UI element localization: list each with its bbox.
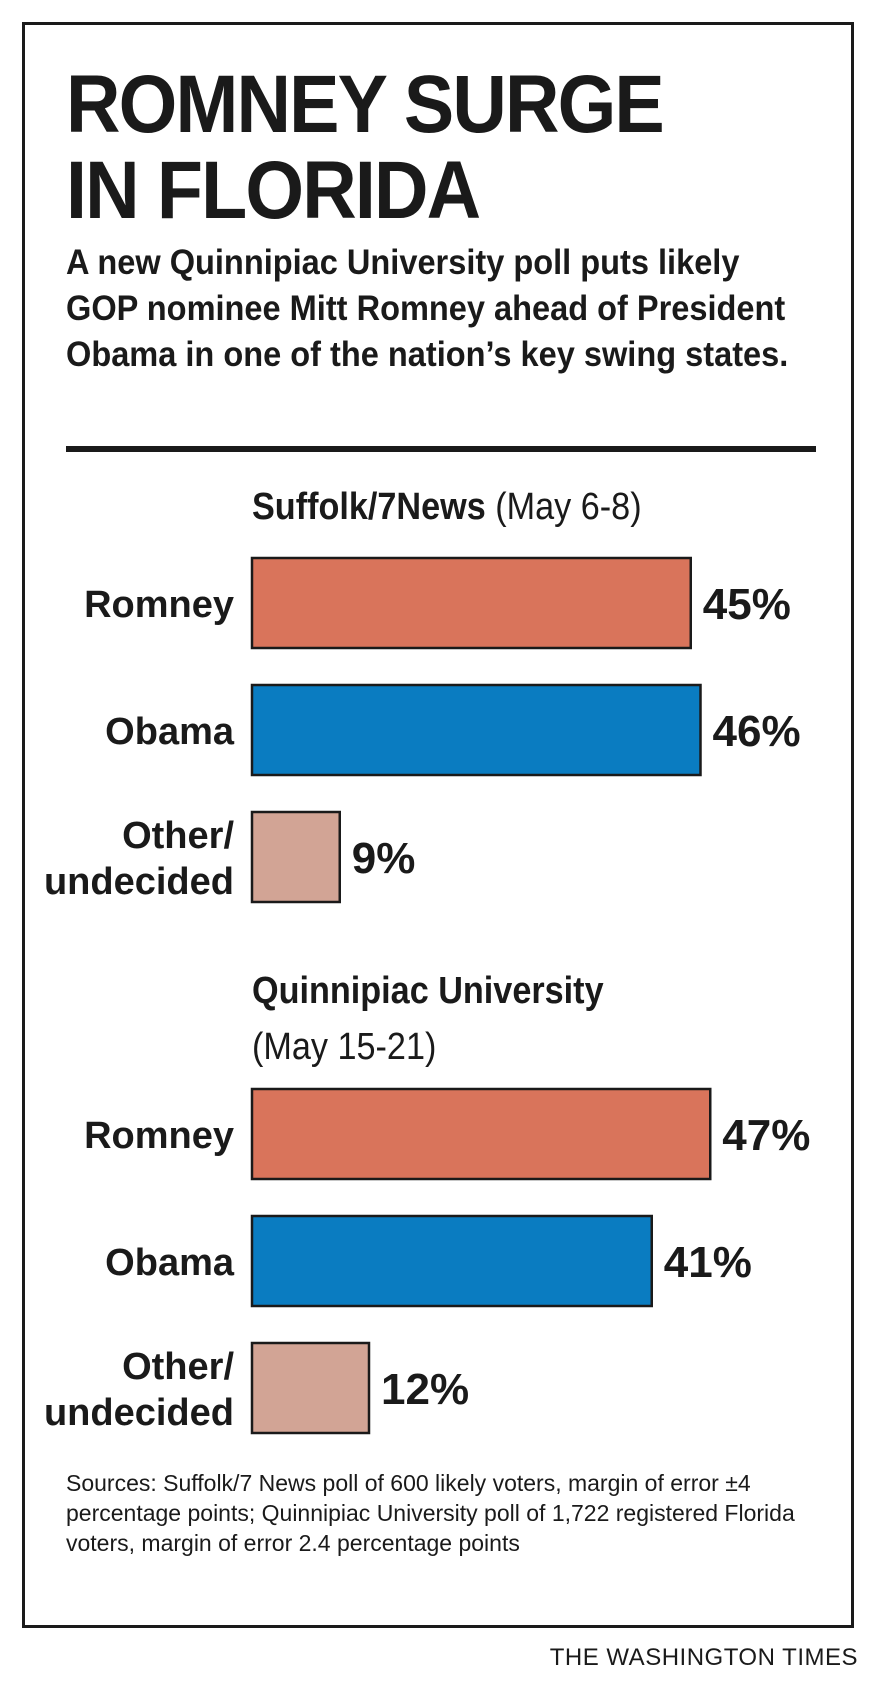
headline-line-2: IN FLORIDA <box>66 145 481 236</box>
subtitle: A new Quinnipiac University poll puts li… <box>66 243 789 374</box>
category-label-poll-2-other: Other/ <box>122 1346 234 1388</box>
sources-note: Sources: Suffolk/7 News poll of 600 like… <box>66 1470 795 1556</box>
category-label-poll-1-obama: Obama <box>105 711 235 753</box>
poll-2-date: (May 15-21) <box>252 1026 437 1068</box>
headline-line-1: ROMNEY SURGE <box>66 59 665 150</box>
value-label-poll-1-obama: 46% <box>713 707 801 756</box>
value-label-poll-1-other: 9% <box>352 834 416 883</box>
value-label-poll-1-romney: 45% <box>703 580 791 629</box>
value-label-poll-2-obama: 41% <box>664 1238 752 1287</box>
poll-2-title: Quinnipiac University <box>252 970 604 1012</box>
bar-poll-2-romney <box>250 1087 712 1181</box>
value-label-poll-2-other: 12% <box>381 1365 469 1414</box>
divider-rule <box>66 446 816 452</box>
graphic-frame <box>22 22 854 1628</box>
bar-poll-1-romney <box>250 556 692 650</box>
bar-poll-1-other <box>250 810 341 904</box>
headline: ROMNEY SURGE IN FLORIDA <box>66 62 765 234</box>
category-label-poll-2-romney: Romney <box>84 1115 234 1157</box>
publisher-credit: THE WASHINGTON TIMES <box>549 1644 858 1671</box>
value-label-poll-2-romney: 47% <box>722 1111 810 1160</box>
poll-1-date: (May 6-8) <box>495 486 642 528</box>
category-label-poll-1-romney: Romney <box>84 584 234 626</box>
bar-poll-1-obama <box>250 683 702 777</box>
category-label-poll-1-other: undecided <box>44 861 234 903</box>
bar-poll-2-obama <box>250 1214 653 1308</box>
category-label-poll-2-obama: Obama <box>105 1242 235 1284</box>
category-label-poll-2-other: undecided <box>44 1392 234 1434</box>
bar-poll-2-other <box>250 1341 371 1435</box>
category-label-poll-1-other: Other/ <box>122 815 234 857</box>
poll-1-header: Suffolk/7News (May 6-8) <box>252 486 642 529</box>
poll-1-title: Suffolk/7News <box>252 486 486 528</box>
